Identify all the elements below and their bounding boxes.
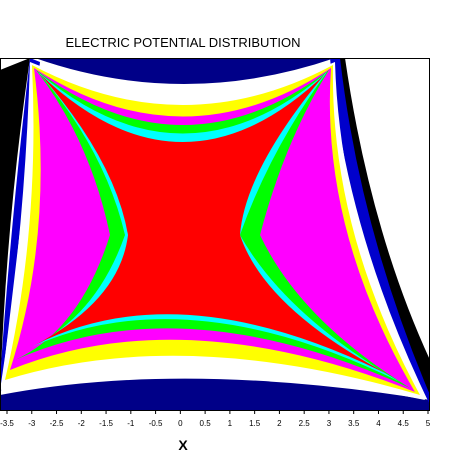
contour-bottom-navy [0, 378, 430, 410]
contour-red-center [35, 74, 395, 378]
x-tick-label: -3.5 [0, 419, 14, 428]
contour-left-black [0, 58, 30, 400]
x-tick-label: -1.5 [99, 419, 113, 428]
x-tick-label: 3 [327, 419, 332, 428]
x-tick-label: -3 [28, 419, 36, 428]
x-tick-label: -0.5 [149, 419, 163, 428]
x-axis-label: X [178, 437, 188, 453]
x-tick-label: 1.5 [249, 419, 261, 428]
x-tick-label: -2 [78, 419, 86, 428]
contour-top-navy [35, 58, 335, 84]
x-tick-label: 1 [228, 419, 233, 428]
x-tick-label: 2 [277, 419, 282, 428]
x-tick-label: -1 [127, 419, 135, 428]
contour-field [0, 58, 430, 410]
contour-right-blue [330, 58, 430, 405]
x-tick-label: 4 [376, 419, 381, 428]
chart-title: ELECTRIC POTENTIAL DISTRIBUTION [66, 35, 301, 50]
x-axis-ticks: -3.5 -3 -2.5 -2 -1.5 -1 -0.5 0 0.5 1 1.5 2 2.5 3 3.5 4 4… [0, 410, 431, 428]
contour-right-black [335, 58, 430, 400]
x-tick-label: 0.5 [200, 419, 212, 428]
x-tick-label: 5 [426, 419, 431, 428]
x-tick-label: -2.5 [50, 419, 64, 428]
x-tick-label: 3.5 [348, 419, 360, 428]
x-tick-label: 0 [178, 419, 183, 428]
x-tick-label: 2.5 [299, 419, 311, 428]
x-tick-label: 4.5 [398, 419, 410, 428]
